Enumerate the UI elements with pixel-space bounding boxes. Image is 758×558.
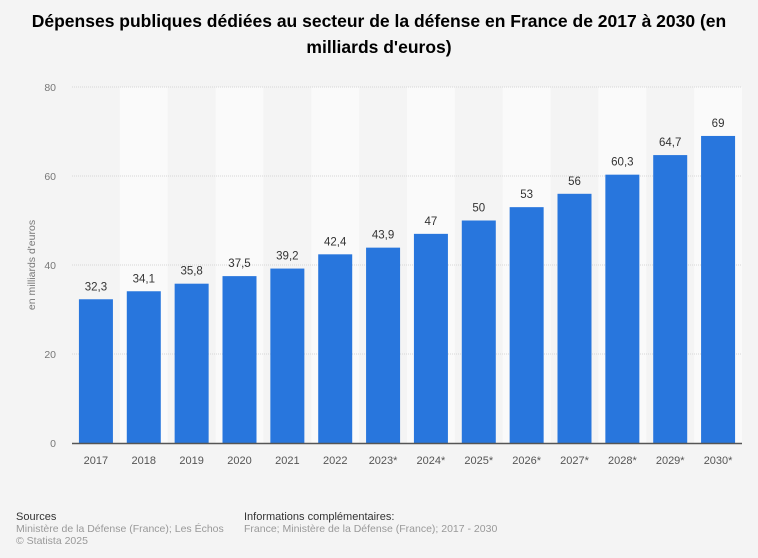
bar[interactable] [222,276,257,443]
x-tick-label: 2019 [179,455,203,467]
y-axis-label: en milliards d'euros [26,220,38,310]
sources-text[interactable]: Ministère de la Défense (France); Les Éc… [16,523,224,535]
x-tick-label: 2017 [84,455,108,467]
bar[interactable] [461,220,496,444]
x-tick-label: 2018 [132,455,156,467]
value-label: 64,7 [659,137,681,149]
bar[interactable] [509,207,544,443]
x-tick-label: 2024* [417,455,446,467]
bars [78,135,736,444]
value-label: 34,1 [133,273,155,285]
bar[interactable] [413,233,448,443]
info-heading[interactable]: Informations complémentaires: [244,511,395,523]
copyright: © Statista 2025 [16,535,88,547]
bar[interactable] [270,268,305,443]
value-label: 56 [568,176,581,188]
value-label: 42,4 [324,236,347,248]
bar[interactable] [605,174,640,444]
x-tick-label: 2025* [464,455,493,467]
y-tick-label: 40 [44,260,56,272]
x-tick-label: 2030* [704,455,733,467]
y-tick-label: 80 [44,82,56,94]
bar[interactable] [174,283,209,443]
value-labels: 32,3 34,1 35,8 37,5 39,2 42,4 43,9 47 50 53 56 60,3… [85,118,725,293]
info-block: Informations complémentaires: France; Mi… [244,511,497,535]
chart-title-line-1: Dépenses publiques dédiées au secteur de… [31,11,727,31]
bar[interactable] [318,254,353,443]
y-axis-ticks: 0 20 40 60 80 [44,82,56,450]
bar[interactable] [366,247,401,443]
bar[interactable] [557,193,592,443]
sources-block: Sources Ministère de la Défense (France)… [16,511,224,547]
value-label: 39,2 [276,251,298,263]
value-label: 32,3 [85,281,107,293]
y-tick-label: 0 [50,438,56,450]
bar[interactable] [653,155,688,443]
value-label: 69 [712,118,725,130]
x-tick-label: 2020 [227,455,251,467]
y-tick-label: 20 [44,349,56,361]
x-tick-label: 2027* [560,455,589,467]
x-tick-label: 2022 [323,455,347,467]
chart-title: Dépenses publiques dédiées au secteur de… [20,8,738,60]
bar[interactable] [78,299,113,443]
value-label: 50 [472,203,485,215]
x-axis-ticks: 2017 2018 2019 2020 2021 2022 2023* 2024* 2025* 2… [84,455,733,467]
bar[interactable] [126,291,161,443]
x-tick-label: 2021 [275,455,299,467]
value-label: 37,5 [228,258,250,270]
value-label: 60,3 [611,157,633,169]
chart-title-line-2: milliards d'euros) [306,37,452,57]
x-tick-label: 2026* [512,455,541,467]
value-label: 35,8 [180,266,202,278]
value-label: 47 [425,216,438,228]
sources-heading: Sources [16,511,57,523]
x-tick-label: 2023* [369,455,398,467]
bar[interactable] [701,135,736,443]
info-text: France; Ministère de la Défense (France)… [244,523,498,535]
x-tick-label: 2029* [656,455,685,467]
x-tick-label: 2028* [608,455,637,467]
value-label: 53 [520,189,533,201]
y-tick-label: 60 [44,171,56,183]
value-label: 43,9 [372,230,394,242]
